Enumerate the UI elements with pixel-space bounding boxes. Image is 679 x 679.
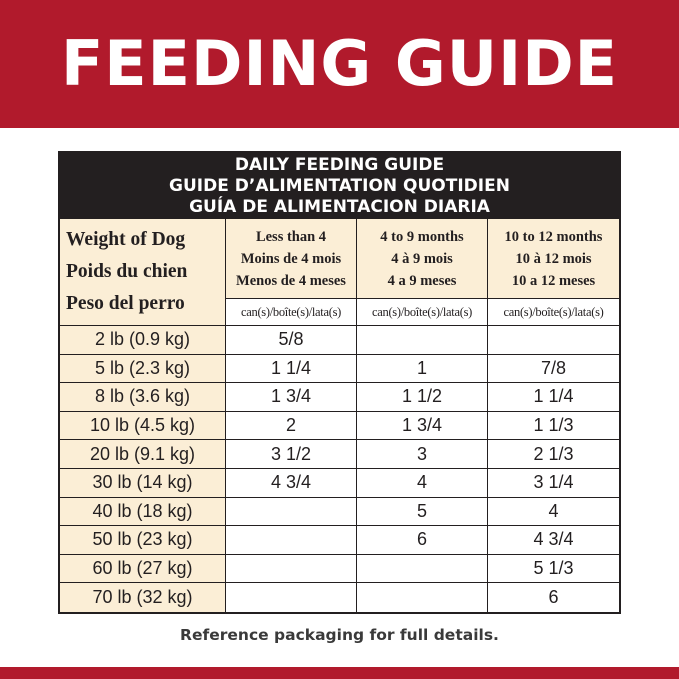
title-line-fr: GUIDE D’ALIMENTATION QUOTIDIEN bbox=[169, 175, 510, 196]
weight-cell: 8 lb (3.6 kg) bbox=[60, 383, 226, 412]
age-header-10-to-12: 10 to 12 months 10 à 12 mois 10 a 12 mes… bbox=[488, 219, 619, 299]
weight-cell: 5 lb (2.3 kg) bbox=[60, 354, 226, 384]
amount-cell: 1 1/4 bbox=[488, 383, 619, 412]
amount-cell: 1 1/4 bbox=[226, 354, 357, 384]
unit-label: can(s)/boîte(s)/lata(s) bbox=[488, 299, 619, 326]
age-header-4-to-9: 4 to 9 months 4 à 9 mois 4 a 9 meses bbox=[357, 219, 488, 299]
weight-cell: 20 lb (9.1 kg) bbox=[60, 440, 226, 469]
title-line-es: GUÍA DE ALIMENTACION DIARIA bbox=[189, 196, 490, 217]
amount-cell bbox=[226, 554, 357, 584]
amount-cell: 1 bbox=[357, 354, 488, 384]
amount-cell bbox=[357, 583, 488, 612]
amount-cell: 5 bbox=[357, 497, 488, 527]
amount-cell bbox=[226, 526, 357, 555]
feeding-guide-banner: FEEDING GUIDE bbox=[0, 0, 679, 128]
age-header-line: 4 to 9 months bbox=[380, 228, 464, 245]
amount-cell bbox=[226, 497, 357, 527]
amount-cell: 1 1/3 bbox=[488, 411, 619, 441]
age-header-line: Menos de 4 meses bbox=[236, 272, 346, 289]
amount-cell: 6 bbox=[357, 526, 488, 555]
weight-cell: 10 lb (4.5 kg) bbox=[60, 411, 226, 441]
age-header-under-4: Less than 4 Moins de 4 mois Menos de 4 m… bbox=[226, 219, 357, 299]
weight-cell: 30 lb (14 kg) bbox=[60, 468, 226, 498]
feeding-guide-table: DAILY FEEDING GUIDE GUIDE D’ALIMENTATION… bbox=[58, 151, 621, 614]
amount-cell: 4 bbox=[357, 468, 488, 498]
amount-cell: 5 1/3 bbox=[488, 554, 619, 584]
amount-cell: 6 bbox=[488, 583, 619, 612]
weight-cell: 40 lb (18 kg) bbox=[60, 497, 226, 527]
amount-cell: 7/8 bbox=[488, 354, 619, 384]
weight-column-header: Weight of Dog Poids du chien Peso del pe… bbox=[60, 219, 226, 326]
amount-cell bbox=[357, 326, 488, 355]
age-header-line: 4 a 9 meses bbox=[387, 272, 457, 289]
weight-cell: 50 lb (23 kg) bbox=[60, 526, 226, 555]
weight-header-en: Weight of Dog bbox=[66, 229, 186, 250]
weight-header-es: Peso del perro bbox=[66, 293, 185, 314]
reference-note: Reference packaging for full details. bbox=[180, 626, 499, 644]
amount-cell bbox=[357, 554, 488, 584]
banner-title: FEEDING GUIDE bbox=[60, 27, 619, 100]
amount-cell bbox=[488, 326, 619, 355]
age-header-line: 10 a 12 meses bbox=[511, 272, 596, 289]
weight-cell: 60 lb (27 kg) bbox=[60, 554, 226, 584]
weight-cell: 70 lb (32 kg) bbox=[60, 583, 226, 612]
feeding-grid: Weight of Dog Poids du chien Peso del pe… bbox=[60, 219, 619, 612]
amount-cell: 1 3/4 bbox=[226, 383, 357, 412]
age-header-line: 10 to 12 months bbox=[504, 228, 603, 245]
age-header-line: 4 à 9 mois bbox=[391, 250, 453, 267]
amount-cell: 4 3/4 bbox=[226, 468, 357, 498]
age-header-line: Moins de 4 mois bbox=[240, 250, 342, 267]
age-header-line: 10 à 12 mois bbox=[515, 250, 592, 267]
amount-cell: 3 1/4 bbox=[488, 468, 619, 498]
bottom-bar bbox=[0, 667, 679, 679]
amount-cell: 3 bbox=[357, 440, 488, 469]
title-line-en: DAILY FEEDING GUIDE bbox=[234, 154, 445, 175]
amount-cell: 1 3/4 bbox=[357, 411, 488, 441]
amount-cell: 4 3/4 bbox=[488, 526, 619, 555]
amount-cell: 2 bbox=[226, 411, 357, 441]
amount-cell: 3 1/2 bbox=[226, 440, 357, 469]
amount-cell: 2 1/3 bbox=[488, 440, 619, 469]
table-title-block: DAILY FEEDING GUIDE GUIDE D’ALIMENTATION… bbox=[60, 153, 619, 219]
weight-cell: 2 lb (0.9 kg) bbox=[60, 326, 226, 355]
amount-cell: 4 bbox=[488, 497, 619, 527]
amount-cell: 5/8 bbox=[226, 326, 357, 355]
unit-label: can(s)/boîte(s)/lata(s) bbox=[357, 299, 488, 326]
age-header-line: Less than 4 bbox=[255, 228, 327, 245]
weight-header-fr: Poids du chien bbox=[66, 261, 188, 282]
amount-cell: 1 1/2 bbox=[357, 383, 488, 412]
amount-cell bbox=[226, 583, 357, 612]
unit-label: can(s)/boîte(s)/lata(s) bbox=[226, 299, 357, 326]
